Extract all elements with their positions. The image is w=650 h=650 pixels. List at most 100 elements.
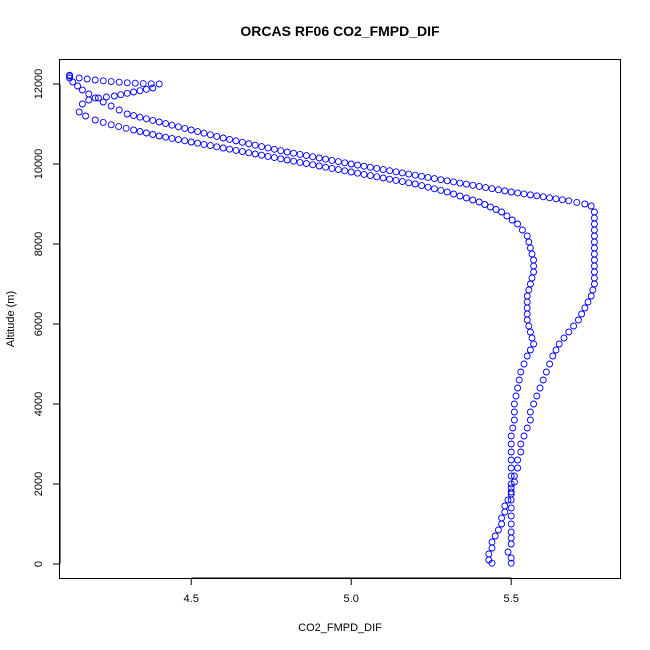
data-point [560, 334, 568, 342]
data-point [523, 292, 531, 300]
data-point [168, 134, 176, 142]
data-point [501, 187, 509, 195]
x-tick-label: 4.5 [184, 593, 199, 605]
data-point [107, 78, 115, 86]
data-point [174, 123, 182, 131]
data-point [405, 179, 413, 187]
data-point [130, 88, 138, 96]
data-point [498, 514, 506, 522]
data-point [526, 244, 534, 252]
data-point [492, 206, 500, 213]
data-point [238, 148, 246, 156]
data-point [491, 532, 499, 540]
data-point [486, 203, 494, 211]
data-point [245, 140, 253, 148]
data-point [115, 78, 123, 86]
data-point [507, 472, 515, 480]
data-point [578, 310, 586, 318]
data-point [555, 340, 563, 348]
data-point [498, 520, 506, 528]
data-point [430, 175, 438, 183]
data-point [82, 112, 90, 120]
data-point [373, 173, 381, 181]
data-point [194, 139, 202, 147]
data-point [523, 298, 531, 306]
data-point [264, 144, 272, 152]
data-point [347, 168, 355, 176]
data-point [469, 181, 477, 189]
data-point [526, 416, 534, 424]
data-point [78, 100, 86, 108]
data-point [542, 368, 550, 376]
y-tick-label: 6000 [33, 312, 45, 336]
data-point [75, 74, 83, 82]
data-point [130, 126, 138, 134]
data-point [530, 400, 538, 408]
data-point [481, 201, 489, 208]
data-point [523, 352, 531, 360]
data-point [523, 310, 531, 318]
data-point [590, 268, 598, 276]
data-point [142, 115, 150, 123]
data-point [296, 150, 304, 158]
data-point [507, 456, 515, 464]
data-point [99, 77, 107, 85]
data-point [590, 214, 598, 222]
data-point [290, 157, 298, 165]
data-point [523, 316, 531, 324]
data-point [130, 112, 138, 120]
data-point [213, 143, 221, 151]
data-point [238, 138, 246, 146]
data-point [354, 169, 362, 177]
data-point [373, 165, 381, 172]
data-point [530, 256, 538, 264]
data-point [507, 504, 515, 512]
data-point [206, 142, 214, 150]
data-point [530, 340, 538, 348]
data-point [530, 262, 538, 270]
data-point [66, 74, 74, 82]
data-point [122, 124, 130, 132]
x-axis-label: CO2_FMPD_DIF [298, 622, 382, 634]
data-point [142, 129, 150, 137]
data-point [78, 86, 86, 94]
data-point [251, 141, 259, 149]
data-point [514, 220, 522, 228]
data-point [334, 158, 342, 166]
data-point [424, 173, 432, 181]
data-point [94, 94, 102, 102]
data-point [507, 528, 515, 536]
data-point [507, 559, 515, 567]
data-point [488, 538, 496, 546]
data-point [147, 80, 155, 88]
data-point [309, 161, 317, 169]
data-point [520, 432, 528, 440]
data-point [528, 274, 536, 282]
data-point [200, 129, 208, 137]
data-point [290, 149, 298, 157]
data-point [590, 208, 598, 216]
data-point [509, 424, 517, 432]
data-point [533, 192, 541, 200]
data-point [528, 334, 536, 342]
data-point [552, 346, 560, 354]
data-point [589, 286, 597, 294]
data-point [517, 440, 525, 448]
data-point [549, 352, 557, 360]
data-point [574, 316, 582, 324]
data-point [437, 186, 445, 194]
data-point [510, 416, 518, 424]
data-point [494, 186, 502, 194]
data-point [510, 408, 518, 416]
data-point [334, 166, 342, 174]
data-point [315, 154, 323, 162]
data-point [507, 480, 515, 488]
data-point [523, 304, 531, 312]
data-point [528, 250, 536, 258]
data-point [206, 131, 214, 139]
data-point [347, 160, 355, 168]
data-point [475, 198, 483, 206]
data-point [430, 185, 438, 193]
y-axis: 0 2000 4000 6000 8000 10000 12000 [33, 69, 61, 567]
data-point [590, 238, 598, 246]
